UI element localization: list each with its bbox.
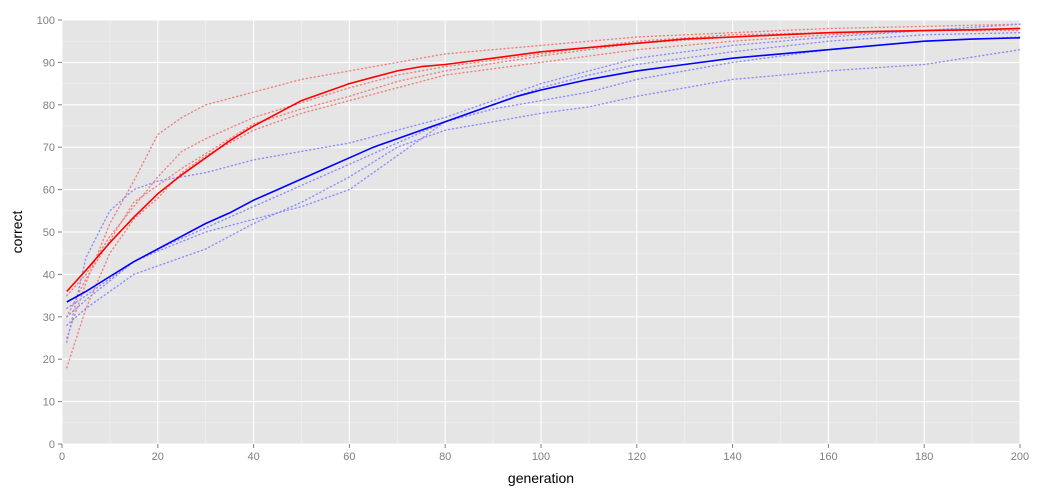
y-tick-label: 20: [43, 354, 55, 366]
blue-run-line-6: [66, 23, 1021, 343]
y-tick-label: 30: [43, 312, 55, 324]
x-tick-label: 80: [439, 451, 451, 463]
y-tick-label: 80: [43, 100, 55, 112]
red-mean-line: [66, 27, 1021, 292]
x-tick-label: 160: [819, 451, 837, 463]
x-tick-label: 180: [915, 451, 933, 463]
y-tick-label: 90: [43, 57, 55, 69]
mean-series: [66, 27, 1021, 303]
y-axis-title: correct: [9, 211, 25, 254]
blue-run-line-7: [66, 49, 1021, 326]
red-run-line-5: [66, 29, 1021, 297]
y-tick-label: 0: [49, 439, 55, 451]
x-tick-label: 20: [152, 451, 164, 463]
x-tick-label: 0: [59, 451, 65, 463]
y-tick-label: 100: [37, 15, 55, 27]
y-tick-label: 50: [43, 227, 55, 239]
x-tick-label: 60: [343, 451, 355, 463]
x-tick-label: 200: [1011, 451, 1029, 463]
x-tick-label: 140: [723, 451, 741, 463]
x-tick-label: 40: [247, 451, 259, 463]
x-axis-title: generation: [508, 470, 574, 486]
blue-run-line-9: [66, 32, 1021, 318]
red-run-line-3: [66, 27, 1021, 369]
x-tick-label: 120: [628, 451, 646, 463]
y-axis-ticks: 0 10 20 30 40 50 60 70 80 90 100: [37, 15, 62, 451]
blue-mean-line: [66, 37, 1021, 303]
y-tick-label: 10: [43, 397, 55, 409]
y-tick-label: 60: [43, 185, 55, 197]
y-tick-label: 70: [43, 142, 55, 154]
x-axis-ticks: 0 20 40 60 80 100 120 140 160 180 200: [59, 444, 1029, 463]
x-tick-label: 100: [532, 451, 550, 463]
red-run-line-2: [66, 23, 1021, 339]
y-tick-label: 40: [43, 269, 55, 281]
